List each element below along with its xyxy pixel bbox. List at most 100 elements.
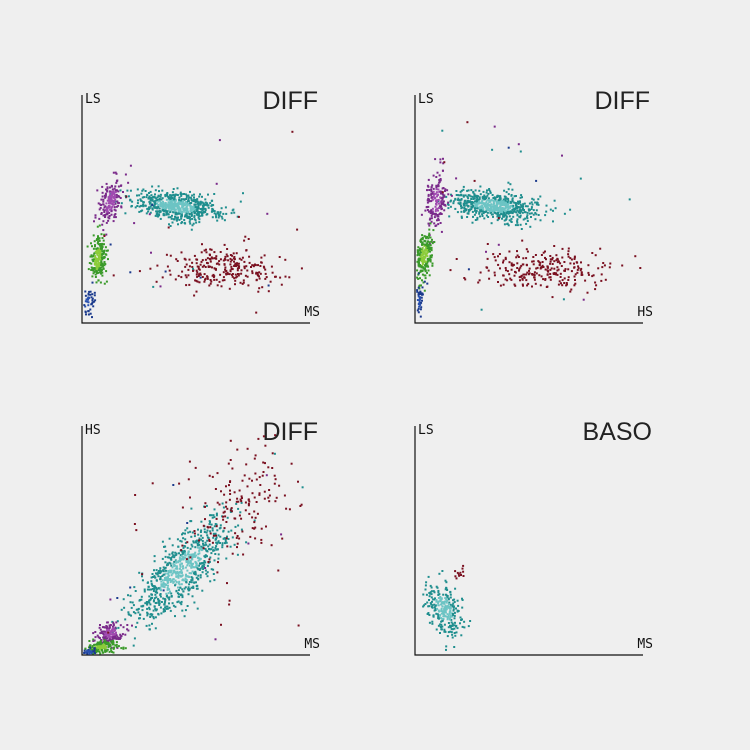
dot (206, 275, 209, 278)
dot (253, 527, 256, 530)
dot (587, 273, 590, 276)
dot (113, 193, 116, 196)
dot (482, 190, 485, 193)
dot (449, 200, 452, 203)
dot (211, 546, 214, 549)
dot (506, 210, 509, 213)
dot (421, 243, 423, 246)
dot (93, 300, 96, 303)
dot (525, 257, 528, 260)
dot (280, 533, 283, 536)
dot (453, 598, 456, 601)
dot (105, 249, 108, 252)
dot (164, 203, 167, 206)
dot (421, 246, 424, 249)
dot (525, 273, 528, 276)
dot (512, 204, 515, 207)
dot (192, 206, 195, 209)
dot (205, 549, 208, 552)
dot (181, 555, 184, 558)
dot (533, 274, 536, 277)
dot (176, 567, 179, 570)
dot (505, 269, 507, 272)
dot (109, 202, 112, 205)
dot (534, 218, 537, 221)
dot (115, 180, 118, 183)
dot (94, 216, 97, 219)
dot (164, 610, 166, 613)
dot (478, 202, 481, 205)
dot (457, 194, 459, 197)
dot (99, 258, 102, 261)
dot (563, 261, 566, 263)
dot (239, 200, 242, 203)
dot (451, 636, 454, 639)
dot (439, 623, 442, 626)
dot (151, 593, 153, 596)
dot (516, 250, 518, 253)
dot (216, 472, 219, 475)
dot (177, 205, 180, 208)
dot (88, 290, 91, 293)
dot (206, 555, 208, 558)
dot (277, 569, 280, 572)
dot (222, 271, 225, 274)
dot (146, 193, 149, 196)
dot (217, 557, 220, 560)
dot (196, 198, 199, 201)
dot (132, 611, 135, 614)
dot (600, 279, 603, 282)
dot (180, 217, 183, 220)
dot (439, 178, 442, 180)
dot (541, 264, 544, 267)
dot (519, 275, 522, 278)
dot (105, 650, 108, 653)
dot (224, 542, 226, 545)
panel: HS MS DIFF (81, 418, 320, 656)
dot (104, 637, 107, 640)
dot (496, 201, 499, 204)
dot (213, 193, 216, 195)
dot (161, 579, 164, 582)
dot (437, 615, 440, 618)
dot (429, 602, 432, 605)
dot (246, 485, 249, 488)
dot (203, 544, 206, 547)
dot (421, 261, 424, 263)
dot (181, 609, 184, 612)
dot (416, 254, 419, 257)
dot (187, 202, 190, 205)
dot (255, 311, 258, 314)
dot (141, 189, 144, 192)
dot (515, 211, 518, 214)
dot (177, 545, 180, 548)
dot (459, 199, 462, 202)
dot (421, 293, 423, 296)
dot (175, 193, 178, 196)
dot (227, 259, 230, 262)
dot (169, 197, 172, 200)
dot (442, 162, 445, 165)
dot (105, 280, 108, 283)
dot (514, 284, 517, 287)
dot (473, 213, 476, 216)
dot (144, 602, 147, 605)
panel: LS MS BASO (414, 418, 653, 656)
dot (99, 268, 102, 271)
dot (564, 268, 567, 271)
dot (215, 216, 218, 219)
dot (275, 496, 278, 499)
dot (207, 545, 210, 548)
dot (516, 224, 519, 227)
dot (194, 466, 197, 469)
dot (88, 652, 91, 655)
dot (84, 300, 87, 303)
dot (89, 290, 92, 293)
dot (191, 224, 194, 227)
dot (518, 200, 521, 203)
dot (183, 587, 186, 590)
dot (497, 263, 500, 266)
dot (196, 208, 199, 211)
dot (426, 199, 429, 202)
